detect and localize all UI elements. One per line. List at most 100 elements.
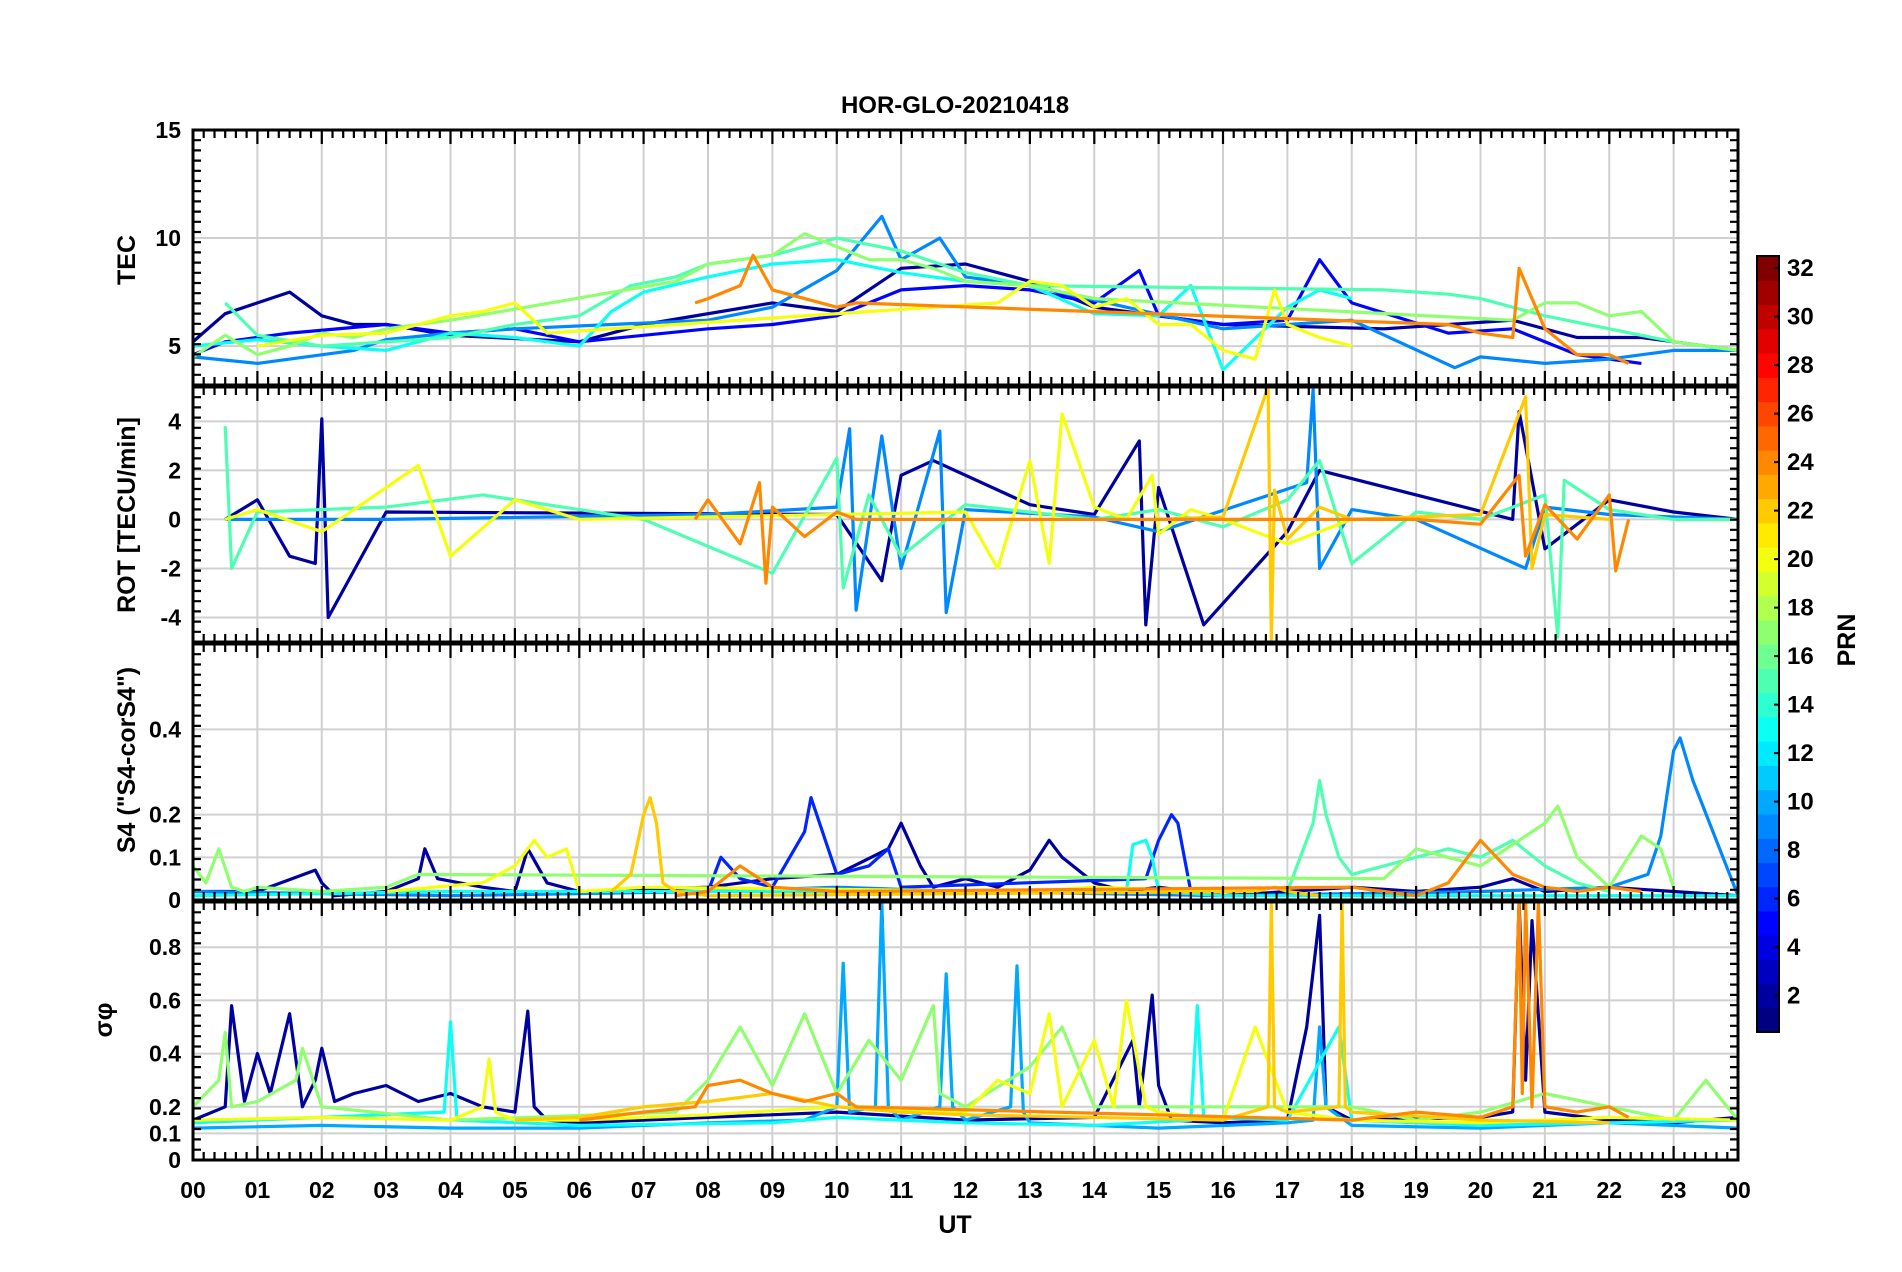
colorbar-tick-label: 12 <box>1787 740 1814 767</box>
x-tick-label: 22 <box>1596 1177 1622 1203</box>
series-prn-20 <box>224 412 1353 571</box>
colorbar-step <box>1757 668 1779 694</box>
colorbar-step <box>1757 547 1779 572</box>
x-tick-label: 01 <box>245 1177 271 1203</box>
x-tick-label: 05 <box>502 1177 528 1203</box>
panel-s4: 0 0.1 0.2 0.4 <box>149 642 1740 913</box>
colorbar-tick-label: 30 <box>1787 304 1814 331</box>
x-tick-label: 23 <box>1661 1177 1687 1203</box>
colorbar-frame <box>1756 255 1780 1033</box>
colorbar-tick-label: 18 <box>1787 595 1814 622</box>
colorbar-step <box>1757 716 1779 742</box>
s4-axis-label: S4 ("S4-corS4") <box>113 667 141 853</box>
y-tick-label: 0.2 <box>149 802 181 828</box>
colorbar-step <box>1757 741 1779 766</box>
axes-frame <box>191 900 1740 1162</box>
colorbar-step <box>1757 765 1779 791</box>
x-tick-label: 13 <box>1017 1177 1043 1203</box>
x-tick-label: 14 <box>1081 1177 1107 1203</box>
x-tick-label: 19 <box>1403 1177 1429 1203</box>
colorbar-step <box>1757 959 1779 985</box>
x-tick-label: 04 <box>438 1177 464 1203</box>
colorbar-tick-label: 24 <box>1787 449 1814 476</box>
y-tick-label: 15 <box>155 117 181 143</box>
series-prn-24 <box>693 473 1631 585</box>
colorbar-step <box>1757 692 1779 718</box>
colorbar-tick-label: 20 <box>1787 546 1814 573</box>
y-tick-label: 0.8 <box>149 934 181 960</box>
y-tick-label: -4 <box>161 604 182 630</box>
colorbar-step <box>1757 789 1779 815</box>
y-tick-label: 0 <box>168 1147 181 1173</box>
y-tick-label: 10 <box>155 225 181 251</box>
tec-axis-label: TEC <box>113 235 141 285</box>
axes-frame <box>191 385 1740 644</box>
series-prn-15 <box>224 236 1738 352</box>
series-prn-9 <box>225 387 1738 615</box>
colorbar-step <box>1757 838 1779 863</box>
x-tick-label: 02 <box>309 1177 335 1203</box>
x-tick-label: 09 <box>760 1177 786 1203</box>
y-tick-label: 0.2 <box>149 1094 181 1120</box>
colorbar-step <box>1757 935 1779 960</box>
x-tick-label: 00 <box>1725 1177 1751 1203</box>
colorbar-step <box>1757 910 1779 936</box>
x-tick-label: 07 <box>631 1177 657 1203</box>
colorbar-step <box>1757 401 1779 427</box>
colorbar-step <box>1757 474 1779 500</box>
colorbar-tick-label: 32 <box>1787 255 1814 282</box>
series-prn-24 <box>579 902 1630 1122</box>
x-tick-label: 08 <box>695 1177 721 1203</box>
x-tick-label: 16 <box>1210 1177 1236 1203</box>
y-tick-label: 4 <box>168 408 181 434</box>
colorbar-step <box>1757 498 1779 524</box>
y-tick-label: 0.4 <box>149 1041 181 1067</box>
sigma-phi-axis-label: σφ <box>90 1003 118 1038</box>
colorbar-step <box>1757 862 1779 888</box>
series-prn-2 <box>193 821 1738 898</box>
series-prn-15 <box>1285 778 1610 894</box>
x-tick-label: 00 <box>180 1177 206 1203</box>
rot-axis-label: ROT [TECU/min] <box>113 417 141 613</box>
colorbar-tick-label: 26 <box>1787 401 1814 428</box>
colorbar-tick-label: 22 <box>1787 498 1814 525</box>
series-prn-13 <box>193 258 1353 372</box>
x-tick-label: 12 <box>953 1177 979 1203</box>
colorbar-label: PRN <box>1833 614 1861 667</box>
y-tick-label: 0 <box>168 887 181 913</box>
colorbar-step <box>1757 886 1779 912</box>
x-tick-label: 21 <box>1532 1177 1558 1203</box>
colorbar-step <box>1757 813 1779 839</box>
colorbar-step <box>1757 450 1779 475</box>
colorbar-step <box>1757 377 1779 403</box>
colorbar-tick-label: 28 <box>1787 352 1814 379</box>
y-tick-label: -2 <box>161 555 181 581</box>
axes-frame <box>191 642 1740 902</box>
colorbar-step <box>1757 304 1779 330</box>
series-prn-9 <box>193 214 1738 370</box>
colorbar-step <box>1757 644 1779 669</box>
colorbar-tick-label: 14 <box>1787 692 1814 719</box>
colorbar-tick-label: 4 <box>1787 934 1801 961</box>
colorbar-step <box>1757 256 1779 281</box>
series-prn-17 <box>193 1004 1738 1122</box>
x-tick-label: 20 <box>1468 1177 1494 1203</box>
x-tick-label: 06 <box>566 1177 592 1203</box>
axes-frame <box>191 128 1740 387</box>
colorbar-tick-label: 16 <box>1787 643 1814 670</box>
colorbar-tick-label: 8 <box>1787 837 1800 864</box>
colorbar-tick-label: 10 <box>1787 789 1814 816</box>
series-prn-6 <box>706 795 1193 893</box>
y-tick-label: 0 <box>168 506 181 532</box>
series-prn-2 <box>193 902 1738 1125</box>
x-tick-label: 17 <box>1275 1177 1301 1203</box>
series-prn-22 <box>1158 387 1610 642</box>
series-prn-5 <box>193 258 1642 365</box>
series-prn-15 <box>223 426 1738 639</box>
x-tick-labels: 00 01 02 03 04 05 06 07 08 09 10 11 12 13 14 15 16 17 18 19… <box>180 1177 1751 1203</box>
colorbar-step <box>1757 522 1779 548</box>
panel-sigma-phi: 00.10.2 0.4 0.6 0.8 <box>149 900 1740 1173</box>
y-tick-label: 0.1 <box>149 844 181 870</box>
